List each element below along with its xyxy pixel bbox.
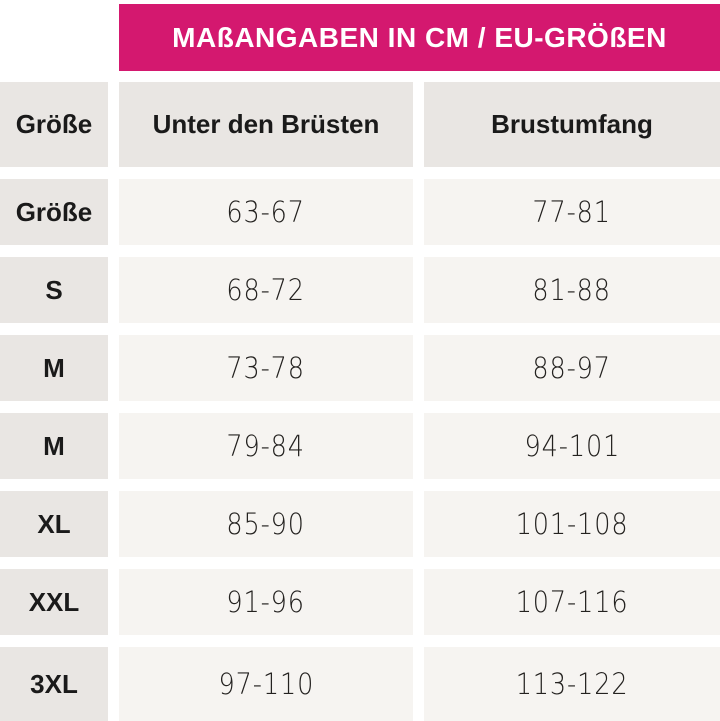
bust-value-cell: 88-97 (424, 335, 720, 401)
bust-value: 81-88 (532, 273, 612, 307)
size-label-cell: XL (0, 491, 108, 557)
underbust-value: 79-84 (226, 429, 306, 463)
underbust-value: 91-96 (226, 585, 306, 619)
underbust-value: 63-67 (226, 195, 306, 229)
underbust-value: 85-90 (226, 507, 306, 541)
underbust-value-cell: 79-84 (119, 413, 413, 479)
bust-value: 113-122 (515, 667, 629, 701)
underbust-value-cell: 85-90 (119, 491, 413, 557)
bust-value-cell: 107-116 (424, 569, 720, 635)
underbust-value-cell: 73-78 (119, 335, 413, 401)
size-label-cell: Größe (0, 179, 108, 245)
underbust-value: 97-110 (218, 667, 314, 701)
bust-value-cell: 113-122 (424, 647, 720, 721)
size-label-cell: M (0, 335, 108, 401)
bust-value: 101-108 (515, 507, 629, 541)
bust-value-cell: 94-101 (424, 413, 720, 479)
column-header-underbust: Unter den Brüsten (119, 82, 413, 167)
bust-value-cell: 101-108 (424, 491, 720, 557)
underbust-value-cell: 63-67 (119, 179, 413, 245)
bust-value-cell: 77-81 (424, 179, 720, 245)
bust-value: 94-101 (524, 429, 620, 463)
bust-value: 77-81 (532, 195, 612, 229)
underbust-value-cell: 91-96 (119, 569, 413, 635)
size-chart-title: MAßANGABEN IN CM / EU-GRÖßEN (172, 21, 667, 53)
bust-value-cell: 81-88 (424, 257, 720, 323)
column-header-bust: Brustumfang (424, 82, 720, 167)
bust-value: 88-97 (532, 351, 612, 385)
underbust-value-cell: 97-110 (119, 647, 413, 721)
underbust-value: 68-72 (226, 273, 306, 307)
size-chart-title-banner: MAßANGABEN IN CM / EU-GRÖßEN (119, 4, 720, 71)
size-label-cell: XXL (0, 569, 108, 635)
size-label-cell: M (0, 413, 108, 479)
size-label-cell: S (0, 257, 108, 323)
bust-value: 107-116 (515, 585, 629, 619)
underbust-value: 73-78 (226, 351, 306, 385)
column-header-size: Größe (0, 82, 108, 167)
size-chart-table: Größe Unter den Brüsten Brustumfang Größ… (0, 82, 720, 721)
size-label-cell: 3XL (0, 647, 108, 721)
underbust-value-cell: 68-72 (119, 257, 413, 323)
